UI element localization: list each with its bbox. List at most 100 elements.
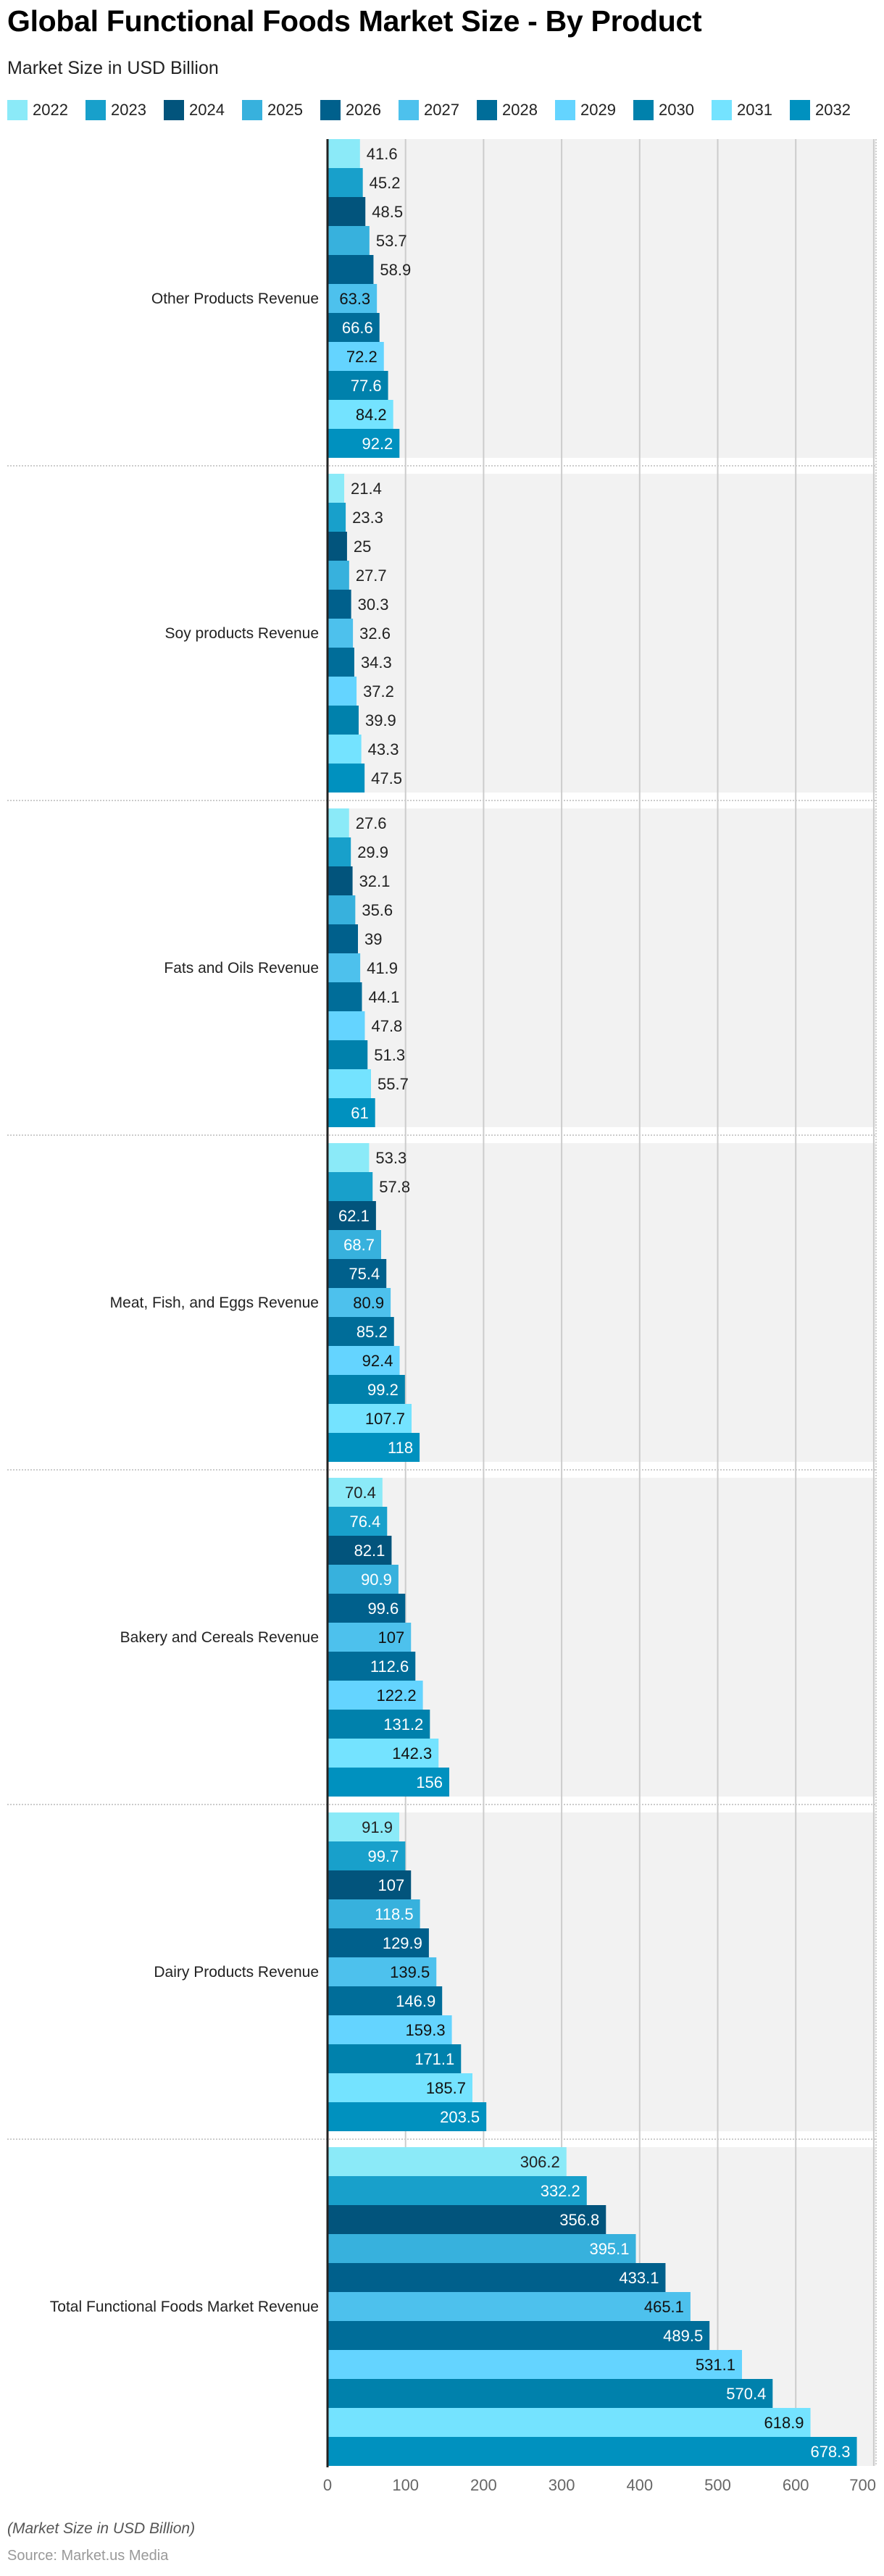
legend-swatch xyxy=(399,100,419,120)
bar-2029 xyxy=(328,677,357,706)
data-label: 99.2 xyxy=(367,1381,399,1399)
data-label: 139.5 xyxy=(390,1963,430,1981)
data-label: 107.7 xyxy=(365,1410,405,1428)
bar-2025 xyxy=(328,226,370,255)
plot-background xyxy=(328,1143,876,1462)
bar-2028 xyxy=(328,2321,710,2350)
data-label: 47.5 xyxy=(371,769,402,787)
legend-swatch xyxy=(555,100,575,120)
data-label: 82.1 xyxy=(354,1542,385,1560)
bar-2028 xyxy=(328,1986,443,2015)
bar-2031 xyxy=(328,400,393,429)
bar-2022 xyxy=(328,1812,399,1841)
legend-item-2023[interactable]: 2023 xyxy=(86,100,146,120)
data-label: 156 xyxy=(416,1773,443,1791)
data-label: 61 xyxy=(351,1104,368,1122)
legend-label: 2026 xyxy=(346,101,381,119)
data-label: 45.2 xyxy=(370,174,401,192)
bar-2024 xyxy=(328,1536,392,1565)
data-label: 146.9 xyxy=(396,1992,435,2010)
legend-label: 2022 xyxy=(33,101,68,119)
bar-2026 xyxy=(328,1594,406,1623)
data-label: 107 xyxy=(378,1628,405,1647)
legend-item-2030[interactable]: 2030 xyxy=(633,100,694,120)
data-label: 159.3 xyxy=(406,2021,446,2039)
x-tick-label: 300 xyxy=(549,2476,575,2494)
data-label: 99.7 xyxy=(368,1847,399,1865)
category-label: Soy products Revenue xyxy=(165,625,319,642)
x-tick-label: 100 xyxy=(392,2476,419,2494)
bar-2026 xyxy=(328,924,359,953)
data-label: 203.5 xyxy=(440,2108,480,2126)
data-label: 55.7 xyxy=(378,1075,409,1093)
bar-2023 xyxy=(328,837,351,866)
data-label: 53.3 xyxy=(375,1149,406,1167)
bar-2029 xyxy=(328,2350,742,2379)
bar-2029 xyxy=(328,1011,365,1040)
data-label: 77.6 xyxy=(351,377,382,395)
data-label: 51.3 xyxy=(374,1046,405,1064)
legend-item-2028[interactable]: 2028 xyxy=(477,100,538,120)
bar-2030 xyxy=(328,2379,773,2408)
bar-2022 xyxy=(328,808,349,837)
bar-2031 xyxy=(328,735,362,764)
data-label: 332.2 xyxy=(541,2182,580,2200)
legend-item-2031[interactable]: 2031 xyxy=(712,100,772,120)
x-tick-label: 500 xyxy=(704,2476,731,2494)
bar-2032 xyxy=(328,429,400,458)
bar-2032 xyxy=(328,2437,857,2466)
data-label: 91.9 xyxy=(362,1818,393,1836)
legend-item-2029[interactable]: 2029 xyxy=(555,100,616,120)
bar-2022 xyxy=(328,139,360,168)
legend-item-2025[interactable]: 2025 xyxy=(242,100,303,120)
bar-2029 xyxy=(328,1346,400,1375)
data-label: 118 xyxy=(388,1439,413,1457)
data-label: 68.7 xyxy=(343,1236,375,1254)
bar-2024 xyxy=(328,1201,376,1230)
data-label: 678.3 xyxy=(810,2443,850,2461)
legend-swatch xyxy=(164,100,184,120)
data-label: 25 xyxy=(354,538,371,556)
legend-item-2032[interactable]: 2032 xyxy=(790,100,851,120)
legend-item-2026[interactable]: 2026 xyxy=(320,100,381,120)
legend-label: 2024 xyxy=(189,101,225,119)
bar-2027 xyxy=(328,2292,691,2321)
bar-2026 xyxy=(328,2263,666,2292)
legend-item-2022[interactable]: 2022 xyxy=(7,100,68,120)
data-label: 27.7 xyxy=(356,566,387,585)
data-label: 80.9 xyxy=(353,1294,384,1312)
bar-2025 xyxy=(328,2234,636,2263)
legend-swatch xyxy=(320,100,341,120)
bar-2023 xyxy=(328,168,363,197)
plot-background xyxy=(328,808,876,1127)
bar-2028 xyxy=(328,1652,416,1681)
bar-2026 xyxy=(328,1259,387,1288)
data-label: 129.9 xyxy=(383,1934,422,1952)
category-label: Total Functional Foods Market Revenue xyxy=(50,2299,319,2315)
data-label: 70.4 xyxy=(345,1484,376,1502)
bar-2026 xyxy=(328,255,374,284)
data-label: 32.1 xyxy=(359,872,391,890)
legend-swatch xyxy=(7,100,28,120)
legend-label: 2032 xyxy=(815,101,851,119)
legend-item-2027[interactable]: 2027 xyxy=(399,100,459,120)
bar-2026 xyxy=(328,590,351,619)
bar-2032 xyxy=(328,2102,487,2131)
bar-2025 xyxy=(328,561,349,590)
data-label: 34.3 xyxy=(361,653,392,672)
data-label: 30.3 xyxy=(358,595,389,614)
data-label: 306.2 xyxy=(520,2153,560,2171)
data-label: 63.3 xyxy=(339,290,370,308)
legend-item-2024[interactable]: 2024 xyxy=(164,100,225,120)
data-label: 465.1 xyxy=(644,2298,684,2316)
x-tick-label: 0 xyxy=(323,2476,332,2494)
bar-2024 xyxy=(328,532,347,561)
data-label: 99.6 xyxy=(367,1599,399,1618)
data-label: 72.2 xyxy=(346,348,378,366)
bar-2031 xyxy=(328,1069,371,1098)
bar-2024 xyxy=(328,1870,412,1899)
data-label: 185.7 xyxy=(426,2079,466,2097)
category-label: Dairy Products Revenue xyxy=(154,1964,319,1981)
bar-2029 xyxy=(328,342,384,371)
bar-2025 xyxy=(328,1565,399,1594)
